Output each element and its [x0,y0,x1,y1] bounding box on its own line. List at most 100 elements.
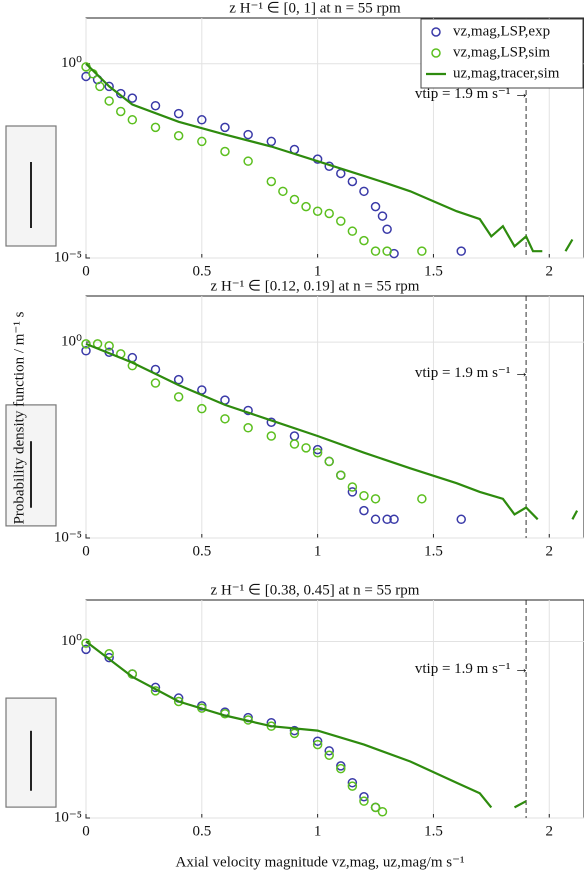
data-point [278,186,288,197]
y-tick-label: 10⁻⁵ [54,529,82,545]
data-point [220,122,230,133]
data-point [173,108,184,119]
data-point [115,106,126,117]
data-point [173,130,184,141]
x-tick-label: 2 [546,823,554,839]
data-point [312,444,323,455]
data-point [370,201,381,212]
data-point [359,186,369,197]
data-point [382,514,392,525]
data-point [81,346,91,356]
data-point [173,696,184,707]
data-point [382,246,392,256]
data-point [359,235,369,246]
data-point [377,807,388,817]
data-point [150,100,161,111]
data-point [417,494,427,504]
data-point [324,750,334,760]
data-point [81,638,91,648]
data-point [173,374,184,385]
data-point [359,791,369,802]
data-point [389,514,399,525]
data-point [243,156,253,166]
data-point [104,81,114,92]
data-point [336,763,346,774]
data-point [347,482,358,492]
data-point [370,494,381,504]
data-point [336,470,346,480]
data-point [336,761,346,771]
data-point [377,211,388,221]
data-point [324,456,334,467]
y-tick-label: 10⁰ [61,334,82,350]
data-point [266,431,277,441]
data-point [173,392,184,402]
data-point [359,796,369,806]
data-point [150,122,161,133]
data-point [382,224,392,234]
data-point [197,136,207,147]
chart-title: z H⁻¹ ∈ [0, 1] at n = 55 rpm [229,0,401,16]
x-tick-label: 0 [82,823,90,839]
plot-area [85,599,584,819]
chart-title: z H⁻¹ ∈ [0.38, 0.45] at n = 55 rpm [211,582,420,598]
data-point [95,81,105,92]
annotation: vtip = 1.9 m s⁻¹ → [415,365,529,381]
data-point [197,403,207,414]
x-tick-label: 1.5 [424,543,443,559]
data-point [370,514,381,525]
legend-label: uz,mag,tracer,sim [453,65,560,81]
data-point [359,505,369,516]
y-tick-label: 10⁻⁵ [54,249,82,265]
data-point [127,93,138,103]
data-point [301,201,311,212]
data-point [289,439,300,449]
data-point [150,378,161,388]
x-tick-label: 0.5 [192,263,211,279]
data-point [347,781,358,791]
data-point [197,115,207,125]
data-point [266,176,277,187]
data-point [104,341,114,351]
y-tick-label: 10⁻⁵ [54,809,82,825]
legend-label: vz,mag,LSP,sim [453,44,550,60]
data-point [104,96,114,106]
series-line [85,342,579,521]
chart-title: z H⁻¹ ∈ [0.12, 0.19] at n = 55 rpm [211,278,420,294]
data-point [289,194,300,205]
data-point [370,246,381,256]
data-point [127,115,138,125]
y-tick-label: 10⁰ [61,55,82,71]
legend-box [420,18,584,89]
data-point [312,206,323,216]
x-tick-label: 1 [314,823,322,839]
data-point [347,777,358,788]
data-point [347,176,358,187]
data-point [104,652,114,663]
data-point [243,423,253,433]
x-tick-label: 2 [546,263,554,279]
annotation: vtip = 1.9 m s⁻¹ → [415,661,529,677]
y-tick-label: 10⁰ [61,633,82,649]
x-tick-label: 0.5 [192,543,211,559]
data-point [324,208,334,219]
data-point [347,226,358,236]
data-point [312,736,323,746]
data-point [324,746,334,756]
x-tick-label: 1.5 [424,823,443,839]
series-line [85,62,574,253]
x-tick-label: 0 [82,543,90,559]
data-point [312,447,323,458]
data-point [301,443,311,453]
x-tick-label: 1 [314,543,322,559]
data-point [417,246,427,256]
data-point [359,490,369,501]
data-point [456,514,466,525]
x-axis-label: Axial velocity magnitude vz,mag, uz,mag/… [175,854,464,870]
data-point [347,487,358,497]
x-tick-label: 0.5 [192,823,211,839]
data-point [289,725,300,736]
data-point [220,414,230,424]
x-tick-label: 1 [314,263,322,279]
